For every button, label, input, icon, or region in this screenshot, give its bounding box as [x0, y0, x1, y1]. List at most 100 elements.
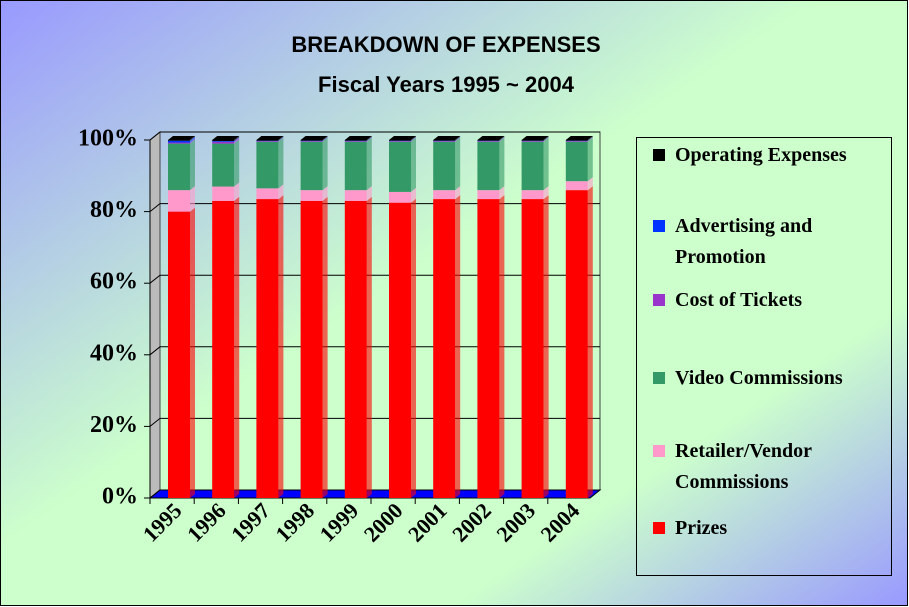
bar-side — [278, 137, 284, 142]
bar-side — [543, 136, 549, 142]
bar-segment — [256, 141, 279, 189]
legend-label: Cost of Tickets — [675, 289, 803, 311]
bar-segment — [300, 141, 323, 191]
bar-side — [234, 196, 240, 499]
legend-entry: Video Commissions — [653, 363, 880, 394]
bar-segment — [256, 140, 279, 141]
bar-segment — [565, 181, 588, 191]
bar-side — [455, 136, 461, 142]
legend-entry: Operating Expenses — [653, 140, 880, 171]
bar-side — [322, 196, 328, 499]
bar-segment — [565, 140, 588, 141]
bar-segment — [168, 190, 190, 212]
legend-swatch — [653, 294, 665, 306]
bar-top — [300, 136, 328, 140]
bar-side — [587, 137, 593, 182]
bar-segment — [344, 140, 367, 141]
bar-side — [455, 186, 461, 200]
legend-label: Video Commissions — [675, 367, 843, 389]
bar-segment — [389, 202, 411, 498]
legend-swatch — [653, 372, 665, 384]
bar-segment — [344, 141, 367, 142]
bar-side — [278, 184, 284, 200]
bar-side — [411, 198, 416, 498]
bar-segment — [521, 199, 544, 498]
bar-side — [234, 136, 240, 142]
grid-line — [149, 131, 600, 141]
bar-segment — [433, 190, 456, 200]
bar-side — [543, 195, 549, 498]
bar-segment — [212, 140, 235, 142]
bar-segment — [300, 190, 323, 201]
legend-entry: Retailer/Vendor Commissions — [653, 436, 880, 498]
bar-side — [190, 207, 195, 498]
legend-entry: Prizes — [653, 513, 880, 544]
y-tick-label: 0% — [102, 484, 138, 510]
bar-side — [190, 136, 195, 141]
bar-segment — [565, 141, 588, 142]
bar-side — [322, 136, 328, 142]
bar-segment — [168, 140, 190, 143]
bar-side — [499, 136, 505, 141]
bar-side — [366, 136, 372, 142]
bar-side — [499, 137, 505, 142]
bar-segment — [212, 186, 235, 201]
bar-side — [190, 186, 195, 212]
bar-side — [278, 136, 284, 141]
bar-segment — [389, 141, 411, 142]
bar-top — [565, 136, 593, 140]
legend: Operating Expenses Advertising and Promot… — [636, 137, 892, 576]
bar-top — [389, 136, 416, 140]
bar-segment — [477, 190, 500, 200]
bar-side — [411, 137, 416, 192]
bar-side — [499, 137, 505, 191]
bar-top — [521, 136, 549, 140]
bar-side — [278, 195, 284, 498]
bar-segment — [256, 188, 279, 200]
bar-segment — [433, 141, 456, 191]
bar-segment — [256, 141, 279, 142]
bar-side — [366, 137, 372, 191]
bar-segment — [212, 143, 235, 187]
bar-segment — [212, 200, 235, 499]
chart-subtitle: Fiscal Years 1995 ~ 2004 — [318, 72, 575, 97]
bar-segment — [389, 141, 411, 192]
legend-swatch — [653, 522, 665, 534]
bar-side — [234, 182, 240, 201]
bar-side — [190, 138, 195, 144]
bar-side — [278, 136, 284, 142]
bar-segment — [521, 141, 544, 142]
bar-side — [411, 136, 416, 141]
bar-top — [168, 136, 195, 140]
legend-swatch — [653, 220, 665, 232]
bar-side — [499, 195, 505, 498]
bar-segment — [433, 141, 456, 142]
bar-segment — [433, 199, 456, 498]
side-wall — [149, 130, 161, 500]
bar-side — [455, 137, 461, 142]
bar-side — [455, 136, 461, 141]
y-tick-label: 100% — [78, 126, 138, 152]
bar-side — [366, 136, 372, 141]
bar-side — [322, 136, 328, 141]
legend-swatch — [653, 149, 665, 161]
bar-side — [234, 137, 240, 142]
bar-segment — [256, 199, 279, 498]
bar-side — [190, 136, 195, 143]
bar-top — [477, 136, 505, 140]
bar-segment — [477, 141, 500, 142]
legend-label: Prizes — [675, 517, 728, 539]
bar-segment — [344, 190, 367, 201]
bar-segment — [300, 200, 323, 499]
legend-label: Retailer/Vendor Commissions — [675, 440, 812, 493]
bar-segment — [168, 211, 190, 498]
bar-segment — [521, 190, 544, 200]
y-tick-label: 80% — [90, 197, 138, 223]
legend-entry: Advertising and Promotion — [653, 211, 880, 273]
bar-side — [234, 139, 240, 187]
bar-top — [256, 136, 284, 140]
bar-segment — [389, 191, 411, 203]
y-tick-label: 20% — [90, 412, 138, 438]
